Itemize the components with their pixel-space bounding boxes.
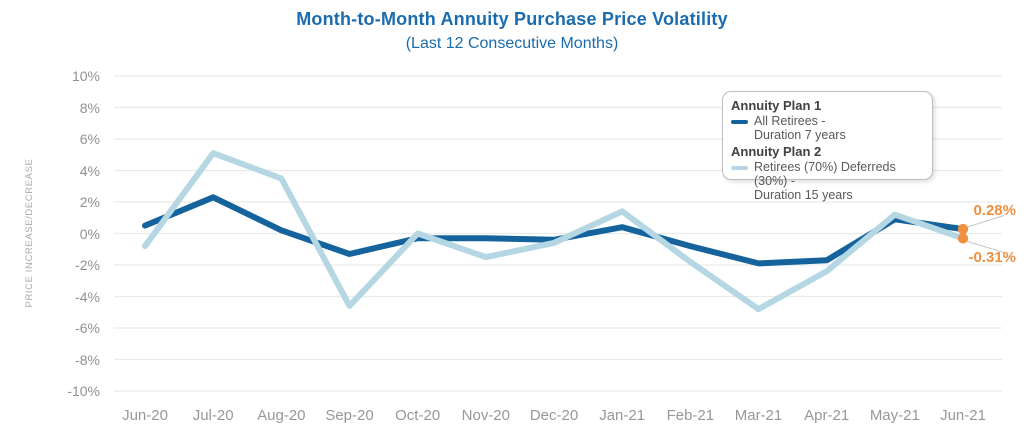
plan1-line-swatch bbox=[731, 120, 748, 124]
legend: Annuity Plan 1 All Retirees - Duration 7… bbox=[722, 91, 933, 202]
legend-plan2-title: Annuity Plan 2 bbox=[731, 144, 822, 159]
plan2-line-swatch bbox=[731, 166, 748, 170]
x-tick-label: Jan-21 bbox=[599, 407, 646, 424]
plan1-end-value-label: 0.28% bbox=[973, 202, 1016, 219]
plan1-leader-line bbox=[966, 215, 1005, 228]
x-tick-label: May-21 bbox=[869, 407, 920, 424]
x-tick-label: Jun-21 bbox=[940, 407, 986, 424]
y-tick-label: 8% bbox=[79, 99, 100, 116]
x-tick-label: Aug-20 bbox=[257, 407, 306, 424]
y-tick-label: 0% bbox=[79, 225, 100, 242]
y-tick-label: -4% bbox=[75, 288, 100, 305]
x-tick-label: Nov-20 bbox=[461, 407, 510, 424]
plan2-leader-line bbox=[966, 240, 1005, 253]
y-tick-label: 4% bbox=[79, 162, 100, 179]
plan2-line bbox=[142, 150, 966, 313]
legend-plan2-item: Retirees (70%) Deferreds (30%) - Duratio… bbox=[731, 160, 922, 202]
legend-plan1-item: All Retirees - Duration 7 years bbox=[731, 114, 922, 142]
legend-plan1-title: Annuity Plan 1 bbox=[731, 98, 822, 113]
y-tick-label: 10% bbox=[71, 68, 100, 84]
y-tick-label: 6% bbox=[79, 131, 100, 147]
y-tick-label: 2% bbox=[79, 194, 100, 210]
x-tick-label: Apr-21 bbox=[804, 407, 850, 424]
chart-subtitle: (Last 12 Consecutive Months) bbox=[405, 35, 619, 52]
x-tick-label: Mar-21 bbox=[734, 407, 783, 424]
plan2-end-value-label: -0.31% bbox=[968, 249, 1016, 266]
x-tick-label: Dec-20 bbox=[529, 407, 579, 424]
legend-plan2-description: Retirees (70%) Deferreds (30%) - Duratio… bbox=[754, 160, 896, 202]
y-tick-label: -8% bbox=[75, 351, 100, 368]
y-tick-label: -2% bbox=[75, 257, 100, 273]
x-tick-label: Oct-20 bbox=[395, 407, 441, 424]
plan1-end-dot bbox=[957, 223, 969, 235]
legend-plan1-description: All Retirees - Duration 7 years bbox=[754, 114, 846, 142]
x-tick-label: Sep-20 bbox=[325, 407, 374, 424]
x-tick-label: Feb-21 bbox=[666, 407, 715, 424]
x-tick-label: Jun-20 bbox=[122, 407, 168, 424]
chart-title: Month-to-Month Annuity Purchase Price Vo… bbox=[296, 9, 728, 29]
x-tick-label: Jul-20 bbox=[192, 407, 234, 424]
plan2-end-dot bbox=[957, 233, 969, 244]
y-tick-label: -6% bbox=[75, 320, 100, 336]
y-tick-label: -10% bbox=[67, 383, 100, 399]
plan1-line bbox=[142, 194, 966, 267]
